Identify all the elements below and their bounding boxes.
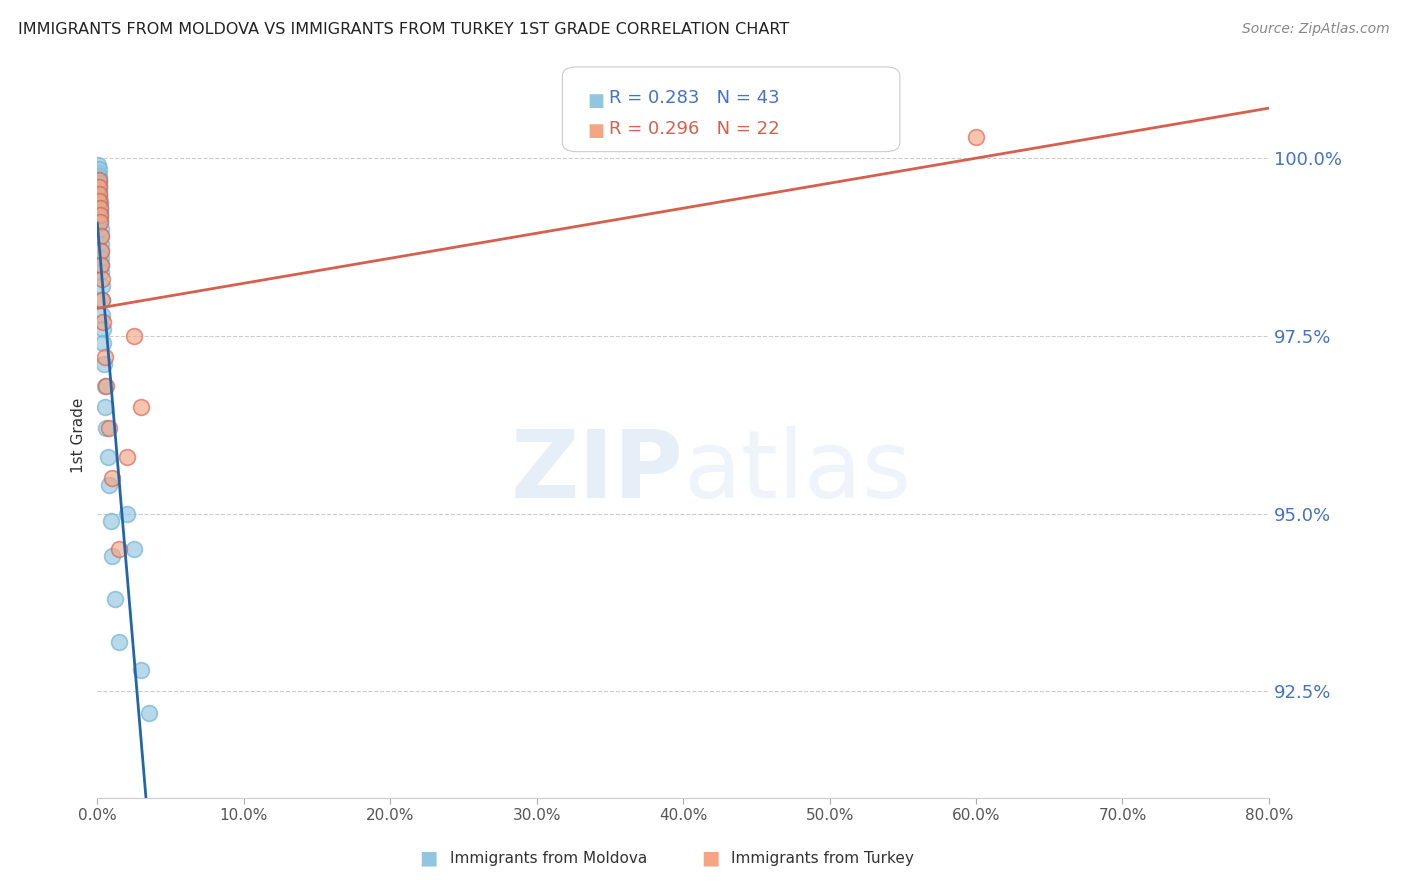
Point	[98, 478, 121, 492]
Point	[89, 208, 111, 222]
Text: IMMIGRANTS FROM MOLDOVA VS IMMIGRANTS FROM TURKEY 1ST GRADE CORRELATION CHART: IMMIGRANTS FROM MOLDOVA VS IMMIGRANTS FR…	[18, 22, 790, 37]
Point	[98, 421, 121, 435]
Point	[94, 421, 117, 435]
Point	[90, 229, 112, 244]
Point	[87, 179, 110, 194]
Point	[87, 172, 110, 186]
Text: Source: ZipAtlas.com: Source: ZipAtlas.com	[1241, 22, 1389, 37]
Point	[91, 322, 114, 336]
Point	[108, 634, 131, 648]
Point	[87, 172, 110, 186]
Point	[91, 293, 114, 308]
Point	[89, 186, 111, 201]
Point	[122, 542, 145, 557]
Point	[89, 208, 111, 222]
Point	[965, 130, 987, 145]
Point	[101, 471, 124, 485]
Point	[90, 265, 112, 279]
Text: Immigrants from Moldova: Immigrants from Moldova	[450, 851, 647, 865]
Point	[90, 272, 112, 286]
Point	[87, 165, 110, 179]
Point	[90, 279, 112, 293]
Point	[90, 222, 112, 236]
Text: ■: ■	[588, 92, 605, 110]
Text: ■: ■	[588, 122, 605, 140]
Point	[100, 514, 122, 528]
Point	[93, 358, 115, 372]
Point	[94, 378, 117, 392]
Point	[89, 197, 111, 211]
Point	[89, 201, 111, 215]
Point	[87, 183, 110, 197]
Point	[89, 215, 111, 229]
Point	[87, 169, 110, 183]
Point	[138, 706, 160, 720]
Point	[90, 244, 112, 258]
Point	[104, 592, 127, 607]
Point	[87, 179, 110, 194]
Point	[108, 542, 131, 557]
Point	[89, 194, 111, 208]
Point	[90, 258, 112, 272]
Point	[91, 293, 114, 308]
Point	[115, 507, 138, 521]
Point	[93, 378, 115, 392]
Point	[87, 161, 110, 176]
Point	[122, 329, 145, 343]
Point	[90, 236, 112, 251]
Point	[89, 194, 111, 208]
Text: ■: ■	[700, 848, 720, 868]
Point	[101, 549, 124, 564]
Text: Immigrants from Turkey: Immigrants from Turkey	[731, 851, 914, 865]
Point	[91, 308, 114, 322]
Point	[87, 176, 110, 190]
Point	[94, 400, 117, 414]
Y-axis label: 1st Grade: 1st Grade	[72, 398, 86, 474]
Text: ZIP: ZIP	[510, 425, 683, 517]
Point	[90, 258, 112, 272]
Point	[115, 450, 138, 464]
Point	[91, 336, 114, 351]
Text: R = 0.283   N = 43: R = 0.283 N = 43	[609, 89, 779, 107]
Point	[87, 158, 110, 172]
Point	[129, 663, 152, 677]
Point	[89, 201, 111, 215]
Point	[89, 190, 111, 204]
Point	[129, 400, 152, 414]
Point	[89, 204, 111, 219]
Point	[90, 251, 112, 265]
Point	[90, 244, 112, 258]
Point	[93, 351, 115, 365]
Point	[97, 450, 120, 464]
Point	[91, 315, 114, 329]
Text: R = 0.296   N = 22: R = 0.296 N = 22	[609, 120, 779, 137]
Point	[90, 229, 112, 244]
Text: atlas: atlas	[683, 425, 911, 517]
Point	[89, 211, 111, 226]
Point	[89, 215, 111, 229]
Text: ■: ■	[419, 848, 439, 868]
Point	[87, 186, 110, 201]
